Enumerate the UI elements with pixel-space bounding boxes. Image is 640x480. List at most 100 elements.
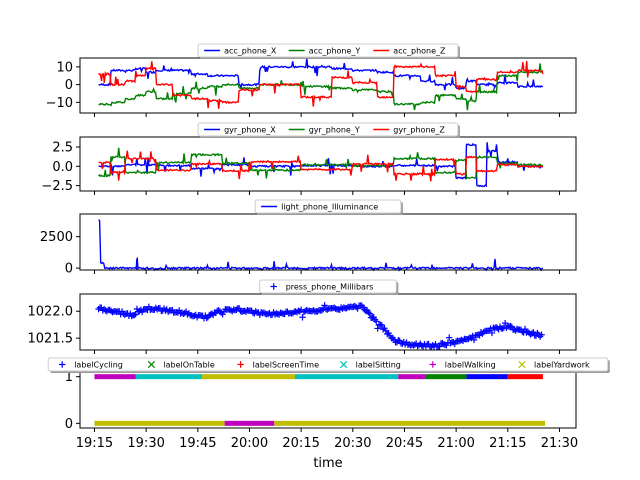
legend-box (197, 43, 459, 58)
label-band-labelSitting (294, 374, 399, 380)
y-tick-label: −2.5 (41, 179, 73, 194)
pressure-point (425, 340, 432, 348)
legend-label-gyr_phone_X: gyr_phone_X (224, 126, 276, 135)
series-gyr_phone_X (98, 142, 544, 188)
y-tick-label: −10 (46, 96, 73, 111)
legend-label-labelSitting: labelSitting (356, 361, 401, 370)
pressure-point (164, 308, 172, 315)
x-tick-label: 20:45 (386, 436, 423, 451)
pressure-point (395, 337, 402, 344)
pressure-point (252, 308, 259, 315)
label-band-labelCycling (466, 374, 508, 380)
label-band-labelYardwork (201, 374, 295, 380)
legend-3: press_phone_Millibars (259, 279, 399, 295)
legend-label-gyr_phone_Z: gyr_phone_Z (393, 126, 445, 135)
pressure-point (507, 322, 514, 330)
pressure-point (229, 307, 236, 315)
legend-label-labelOnTable: labelOnTable (163, 361, 214, 370)
panel-2-frame (79, 213, 577, 271)
series-gyr_phone_Z (98, 150, 544, 182)
label-band-labelWalking (94, 374, 136, 380)
series-acc_phone_Z (98, 61, 544, 109)
pressure-point (121, 311, 128, 319)
pressure-point (488, 329, 496, 337)
legend-label-labelWalking: labelWalking (445, 361, 496, 370)
legend-box (47, 357, 609, 372)
legend-2: light_phone_Illuminance (254, 199, 403, 215)
legend-marker-labelYardwork (518, 360, 526, 369)
legend-label-acc_phone_X: acc_phone_X (224, 47, 277, 56)
pressure-point (343, 304, 350, 312)
y-tick-label: 2.5 (52, 141, 73, 156)
x-tick-label: 20:00 (231, 436, 268, 451)
y-tick-label: 10 (56, 60, 73, 75)
legend-box (254, 199, 402, 214)
legend-label-labelCycling: labelCycling (74, 361, 123, 370)
legend-0: acc_phone_X acc_phone_Y acc_phone_Z (197, 43, 460, 59)
pressure-point (440, 341, 447, 348)
pressure-point (131, 311, 138, 319)
panel-3-frame (79, 293, 577, 351)
legend-label-press_phone_Millibars: press_phone_Millibars (286, 283, 374, 292)
y-tick-label: 0 (65, 262, 73, 277)
pressure-point (465, 335, 472, 343)
pressure-point (374, 325, 381, 332)
legend-label-acc_phone_Z: acc_phone_Z (393, 47, 446, 56)
pressure-point (264, 310, 272, 318)
pressure-point (324, 306, 331, 313)
series-gyr_phone_Y (98, 147, 544, 180)
pressure-point (153, 306, 161, 313)
series-acc_phone_X (98, 57, 544, 91)
x-tick-label: 19:30 (127, 436, 164, 451)
legend-marker-labelWalking (429, 361, 436, 368)
pressure-point (436, 343, 443, 350)
y-tick-label: 1 (65, 370, 73, 385)
series-press_phone_Millibars (95, 302, 545, 351)
legend-label-gyr_phone_Y: gyr_phone_Y (309, 126, 360, 135)
pressure-point (429, 341, 436, 349)
pressure-point (373, 318, 380, 325)
pressure-point (295, 307, 302, 314)
pressure-point (447, 339, 454, 347)
legend-4: labelCycling labelOnTable labelScreenTime l… (47, 357, 610, 373)
pressure-point (233, 306, 240, 314)
pressure-point (98, 304, 105, 311)
x-tick-label: 21:00 (437, 436, 474, 451)
pressure-point (530, 328, 537, 336)
pressure-point (378, 321, 385, 329)
y-tick-label: 0 (65, 417, 73, 432)
pressure-point (354, 305, 361, 312)
x-tick-label: 19:45 (179, 436, 216, 451)
x-tick-label: 21:30 (541, 436, 578, 451)
legend-marker-press_phone_Millibars (270, 283, 277, 290)
pressure-point (314, 308, 321, 315)
pressure-point (278, 309, 286, 317)
legend-label-light_phone_Illuminance: light_phone_Illuminance (281, 203, 378, 212)
pressure-point (379, 326, 387, 333)
legend-box (259, 279, 397, 294)
pressure-point (303, 306, 310, 314)
label-band-labelSitting (135, 374, 202, 380)
pressure-point (385, 329, 392, 337)
x-tick-label: 20:30 (334, 436, 371, 451)
legend-label-acc_phone_Y: acc_phone_Y (309, 47, 361, 56)
x-tick-label: 21:15 (489, 436, 526, 451)
pressure-point (321, 302, 328, 309)
legend-marker-labelOnTable (147, 360, 156, 369)
label-zero-band (274, 420, 545, 426)
panel-4-frame (79, 371, 577, 429)
pressure-point (458, 336, 465, 344)
legend-marker-labelSitting (339, 360, 348, 369)
legend-label-labelScreenTime: labelScreenTime (253, 361, 320, 370)
y-tick-label: 2500 (40, 230, 73, 245)
y-tick-label: 0 (65, 78, 73, 93)
y-tick-label: 0.0 (52, 160, 73, 175)
legend-1: gyr_phone_X gyr_phone_Y gyr_phone_Z (197, 122, 460, 138)
pressure-point (299, 314, 306, 321)
label-band-labelWalking (398, 374, 426, 380)
label-zero-band (94, 420, 225, 426)
legend-marker-labelScreenTime (237, 361, 244, 368)
pressure-point (184, 311, 191, 318)
pressure-point (499, 325, 506, 332)
